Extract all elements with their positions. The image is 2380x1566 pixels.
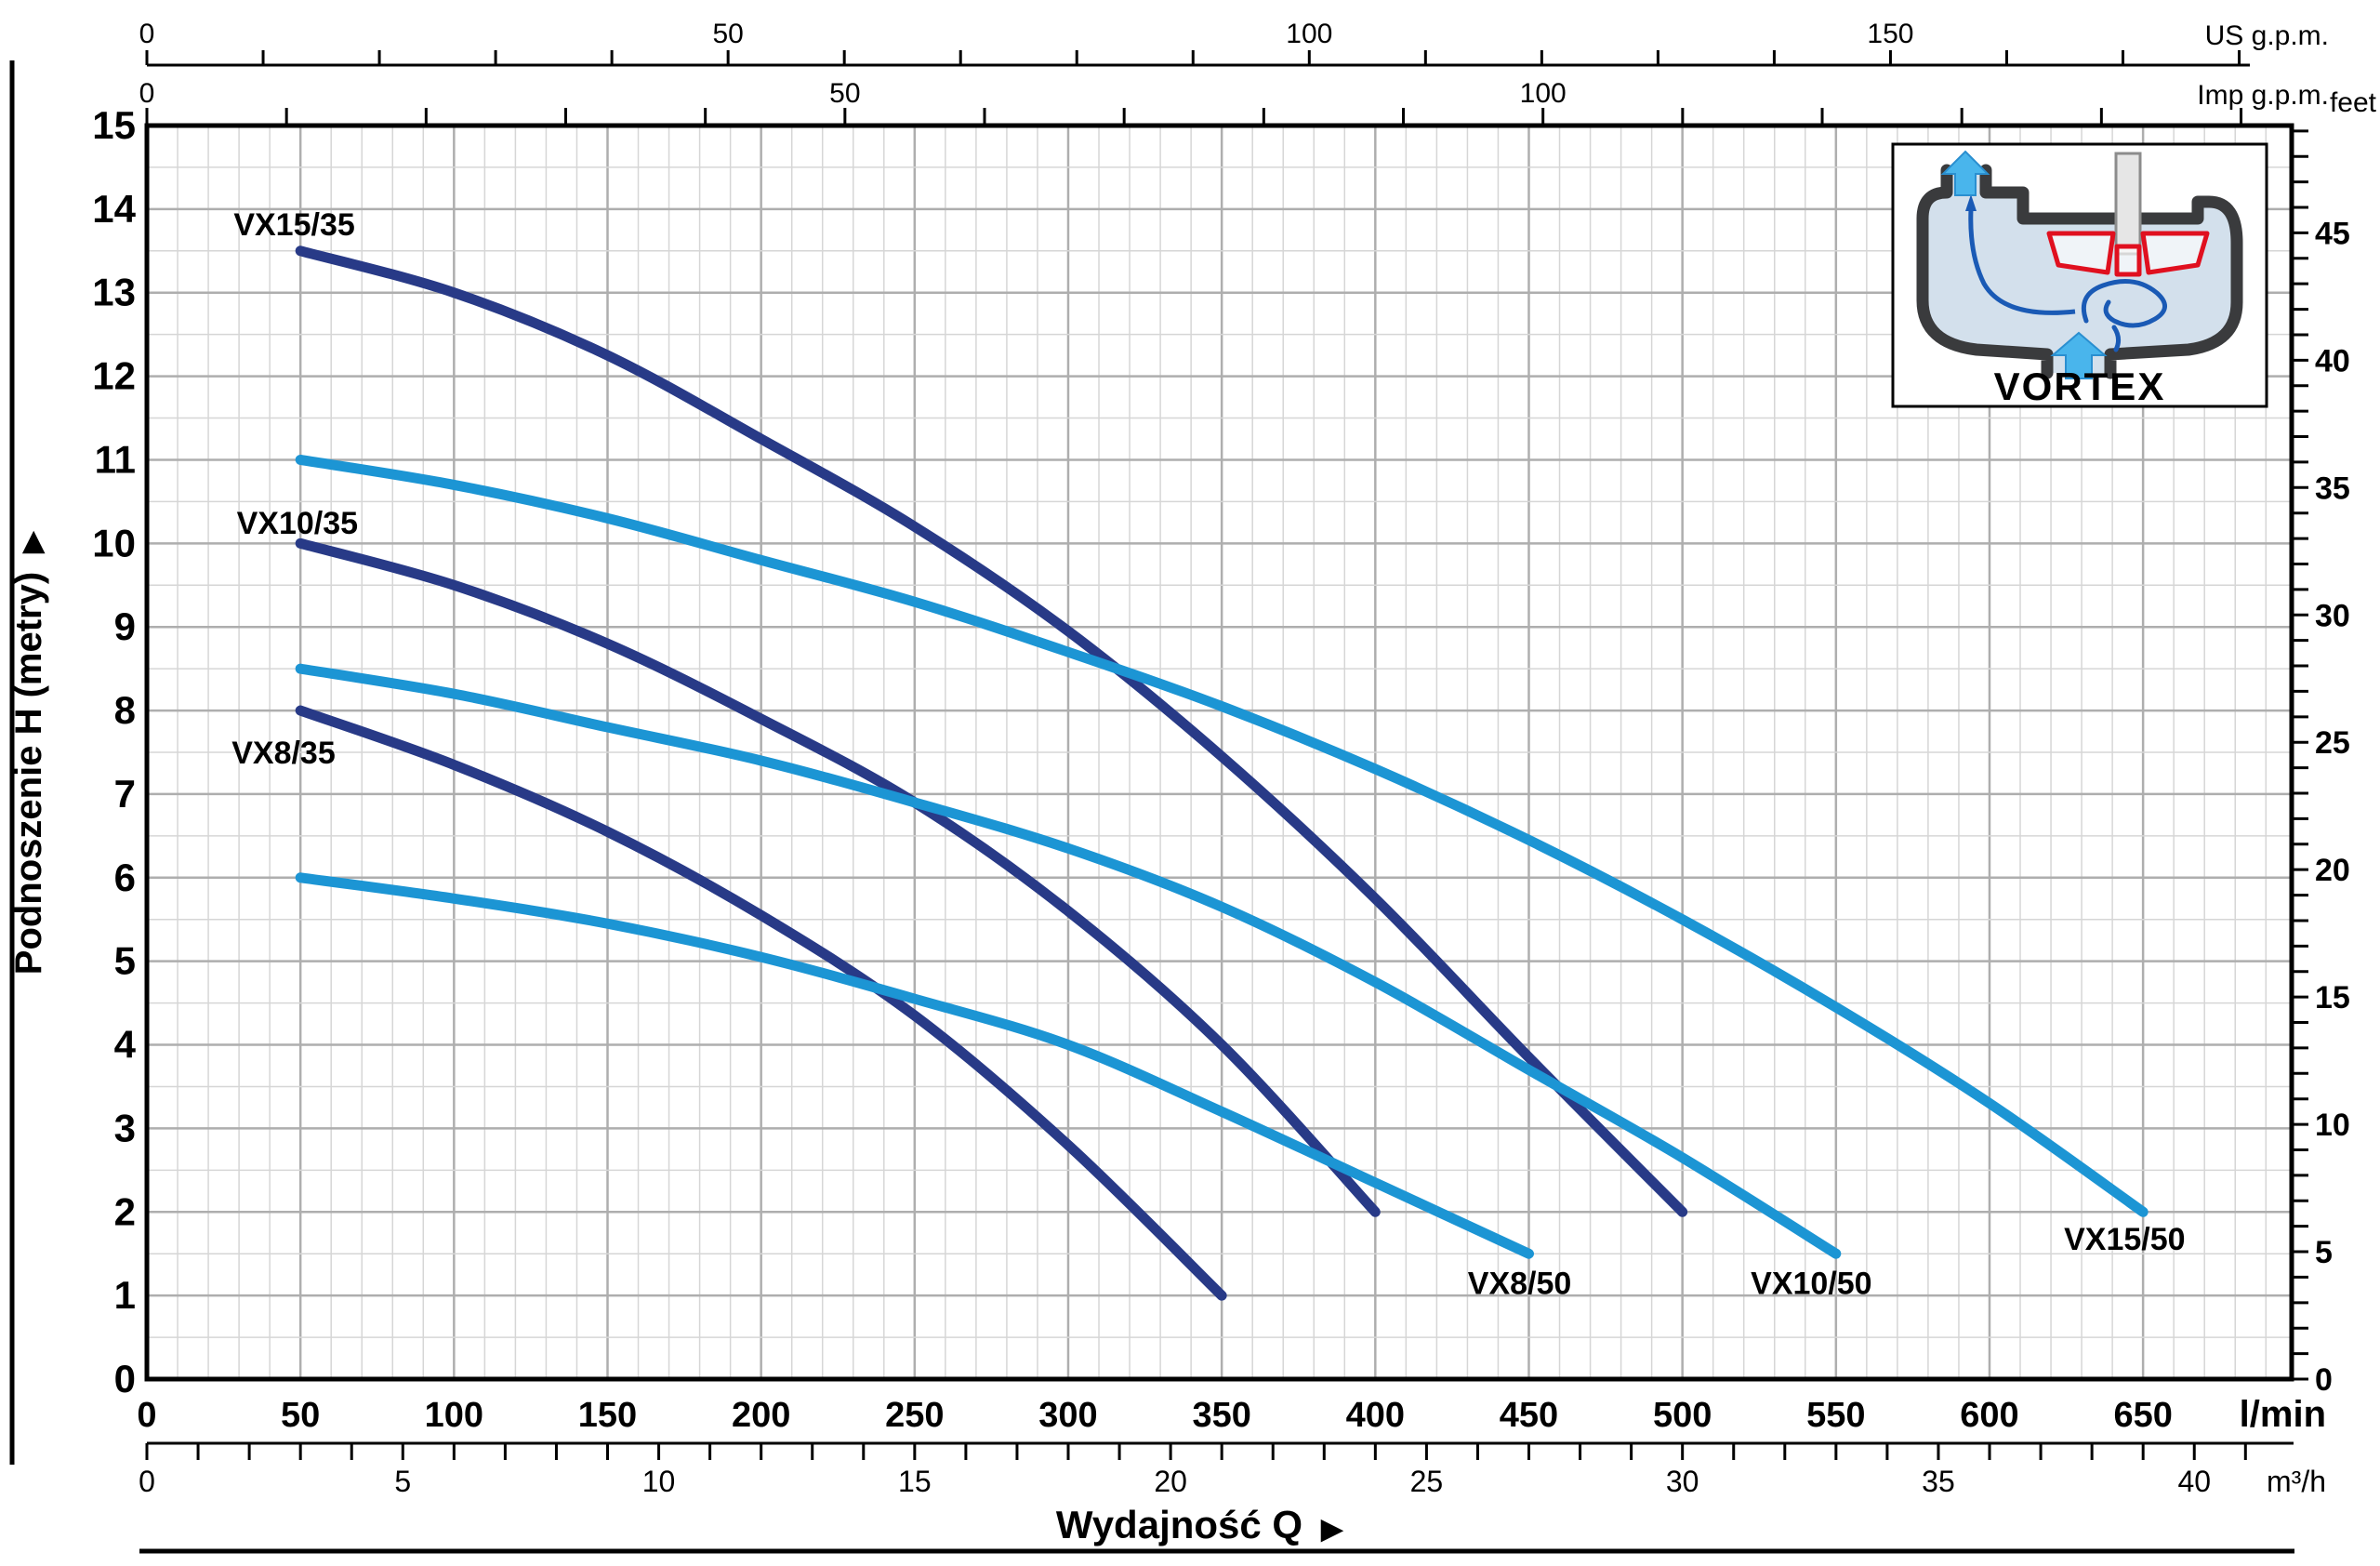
axis-tick-label: 0 [139, 1465, 155, 1498]
axis-tick-label: 150 [578, 1396, 637, 1435]
axis-tick-label: 3 [114, 1106, 136, 1149]
axis-tick-label: 650 [2113, 1396, 2172, 1435]
axis-lmin: 0 50 100 150 200 250 300 350 400 450 500 550 600 650 l… [137, 1394, 2326, 1435]
curve-VX10-35 [295, 537, 1381, 1217]
axis-tick-label: 100 [1520, 78, 1567, 109]
axis-tick-label: 45 [2315, 216, 2350, 251]
curve-VX8-50 [295, 872, 1534, 1259]
curve-label: VX8/50 [1468, 1267, 1572, 1302]
vortex-impeller-icon [2046, 231, 2210, 277]
axis-tick-label: 5 [2315, 1235, 2333, 1270]
axis-tick-label: 10 [92, 521, 136, 564]
axis-tick-label: 0 [114, 1357, 136, 1400]
axis-tick-label: 20 [2315, 853, 2350, 888]
curve-VX10-50 [295, 663, 1842, 1259]
flow-line [1968, 208, 2076, 315]
curve-label: VX15/50 [2064, 1222, 2185, 1257]
axis-tick-label: 35 [2315, 471, 2350, 506]
x-axis-title-text: Wydajność Q ▶ [1056, 1503, 1344, 1546]
vortex-swirl-icon [2081, 279, 2167, 352]
inlet-arrow-icon [2050, 331, 2108, 379]
axis-tick-label: 13 [92, 271, 136, 314]
curve-labels: VX15/35 VX10/35 VX8/35 VX8/50 VX10/50 VX15/50 [231, 207, 2185, 1302]
axis-unit-label: feet [2330, 87, 2377, 118]
pump-shaft [2114, 152, 2142, 256]
y-axis-title-text: Podnoszenie H (metry)▶ [8, 530, 49, 975]
flow-arrowhead-icon [1965, 194, 1977, 211]
axis-tick-label: 15 [2315, 980, 2350, 1015]
axis-tick-label: 12 [92, 354, 136, 398]
pump-curves [295, 246, 2149, 1301]
axis-tick-label: 4 [114, 1023, 137, 1067]
axis-us-gpm: 0 50 100 150 US g.p.m. [139, 19, 2329, 67]
curve-VX15-50 [295, 454, 2149, 1217]
axis-tick-label: 25 [1410, 1465, 1444, 1498]
axis-unit-label: Imp g.p.m. [2197, 80, 2329, 111]
axis-tick-label: 100 [1286, 19, 1332, 49]
axis-tick-label: 500 [1653, 1396, 1712, 1435]
axis-unit-label: m³/h [2267, 1465, 2326, 1498]
axis-tick-label: 0 [2315, 1362, 2333, 1398]
plot-border [144, 123, 2294, 1382]
axis-tick-label: 350 [1192, 1396, 1250, 1435]
vortex-inset-caption: VORTEX [1993, 365, 2166, 408]
curve-label: VX8/35 [231, 736, 336, 771]
axis-tick-label: 15 [92, 103, 136, 147]
axis-tick-label: 11 [95, 437, 136, 481]
axis-tick-label: 600 [1960, 1396, 2018, 1435]
axis-tick-label: 15 [898, 1465, 932, 1498]
curve-label: VX15/35 [233, 207, 354, 243]
axis-tick-label: 20 [1154, 1465, 1187, 1498]
curve-label: VX10/50 [1751, 1267, 1871, 1302]
axis-tick-label: 7 [114, 772, 136, 816]
axis-imp-gpm: 0 50 100 Imp g.p.m. [139, 78, 2329, 126]
axis-tick-label: 450 [1500, 1396, 1558, 1435]
axis-tick-label: 35 [1922, 1465, 1955, 1498]
axis-tick-label: 300 [1038, 1396, 1097, 1435]
vortex-inset [1891, 142, 2268, 408]
axis-tick-label: 250 [885, 1396, 944, 1435]
axis-tick-label: 50 [281, 1396, 320, 1435]
curve-label: VX10/35 [237, 506, 358, 541]
axis-tick-label: 200 [732, 1396, 790, 1435]
axis-tick-label: 40 [2177, 1465, 2211, 1498]
axis-tick-label: 30 [2315, 598, 2350, 633]
axis-tick-label: 5 [394, 1465, 411, 1498]
axis-m3h: 0 5 10 15 20 25 30 35 40 m³/h [139, 1441, 2326, 1498]
pump-casing-wall [1916, 164, 2243, 379]
outlet-arrow-icon [1940, 150, 1990, 196]
axis-tick-label: 2 [114, 1189, 136, 1233]
axis-unit-label: US g.p.m. [2205, 20, 2329, 51]
axis-tick-label: 6 [114, 856, 136, 899]
axis-tick-label: 550 [1806, 1396, 1865, 1435]
axis-tick-label: 0 [139, 19, 155, 49]
axis-unit-label: l/min [2240, 1394, 2326, 1435]
axis-tick-label: 40 [2315, 343, 2350, 378]
axis-tick-label: 50 [829, 78, 860, 109]
axis-tick-label: 5 [114, 939, 136, 983]
axis-tick-label: 25 [2315, 725, 2350, 761]
axis-feet: 0 5 10 15 20 25 30 35 40 45 feet [2292, 87, 2377, 1398]
x-axis-title: Wydajność Q ▶ [1056, 1503, 1344, 1546]
axis-tick-label: 9 [114, 604, 136, 648]
axis-tick-label: 10 [2315, 1108, 2350, 1143]
axis-tick-label: 50 [712, 19, 743, 49]
curve-VX8-35 [295, 705, 1227, 1301]
axis-tick-label: 100 [425, 1396, 483, 1435]
axis-tick-label: 8 [114, 688, 136, 732]
y-axis-title: Podnoszenie H (metry)▶ [8, 530, 49, 975]
axis-tick-label: 400 [1346, 1396, 1405, 1435]
curve-VX15-35 [295, 246, 1688, 1217]
axis-tick-label: 0 [139, 78, 155, 109]
axis-tick-label: 30 [1666, 1465, 1699, 1498]
axis-tick-label: 150 [1867, 19, 1913, 49]
axis-tick-label: 14 [92, 187, 136, 231]
axis-tick-label: 1 [114, 1273, 136, 1317]
axis-tick-label: 0 [137, 1396, 156, 1435]
axis-tick-label: 10 [642, 1465, 676, 1498]
